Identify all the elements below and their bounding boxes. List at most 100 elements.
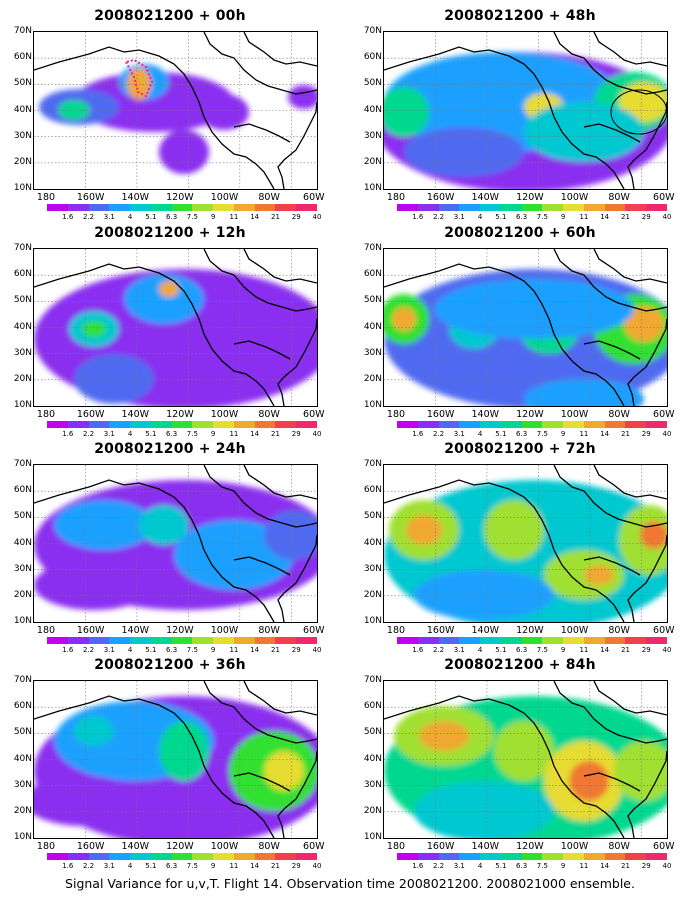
y-axis-label: 70N [363,675,382,685]
colorbar-swatch [150,204,172,211]
y-axis-label: 40N [363,537,382,548]
variance-field [384,681,667,838]
y-axis-label: 20N [363,805,382,816]
variance-contour [159,130,209,174]
variance-field [34,465,317,622]
colorbar-swatch [88,204,110,211]
y-axis-label: 20N [13,805,32,816]
colorbar-label: 6.3 [516,430,528,438]
colorbar-swatch [233,421,255,428]
colorbar-label: 14 [250,430,260,438]
colorbar-swatch [397,853,418,860]
x-axis-label: 140W [471,409,500,420]
colorbar-swatch [625,637,647,644]
variance-contour [288,85,317,109]
y-axis-label: 60N [13,269,32,280]
y-axis-label: 50N [13,295,32,306]
colorbar-swatch [459,421,481,428]
colorbar-label: 11 [579,646,589,654]
variance-contour [54,500,154,550]
variance-contour [384,87,429,137]
variance-contour [58,100,90,120]
x-axis-label: 100W [560,409,589,420]
map-panel: 2008021200 + 72h 70N 60N 50N 40N 30N 20N 10N 180… [350,437,690,654]
variance-contour [419,721,469,751]
x-axis-label: 120W [516,841,544,852]
map-plot [33,680,318,839]
colorbar-label: 3.1 [453,430,465,438]
colorbar-label: 1.6 [62,213,74,221]
x-axis-label: 100W [210,841,239,852]
colorbar-label: 4 [127,646,133,654]
colorbar-swatch [109,421,131,428]
variance-contour [34,776,144,826]
colorbar-swatch [130,637,151,644]
y-axis-label: 40N [13,753,32,764]
colorbar-label: 11 [579,430,589,438]
colorbar-label: 21 [270,862,280,870]
x-axis-label: 120W [166,625,194,636]
x-axis-label: 60W [303,841,325,852]
colorbar-label: 5.1 [495,646,507,654]
colorbar-label: 21 [620,646,630,654]
flight-track [124,58,154,98]
panel-title: 2008021200 + 36h [94,657,246,673]
colorbar-swatch [130,421,151,428]
colorbar-label: 5.1 [145,213,157,221]
y-axis-label: 20N [363,373,382,384]
coastline [384,465,667,622]
x-axis-label: 100W [560,625,589,636]
colorbar-label: 4 [127,213,133,221]
colorbar-label: 21 [270,213,280,221]
colorbar-label: 21 [620,862,630,870]
x-axis-label: 140W [471,625,500,636]
colorbar-label: 5.1 [495,862,507,870]
y-axis-label: 20N [363,156,382,167]
coastline [34,32,317,189]
colorbar-label: 2.2 [432,430,445,438]
colorbar-swatch [604,421,626,428]
x-axis-label: 140W [121,409,150,420]
colorbar-label: 21 [270,646,280,654]
colorbar-swatch [296,853,317,860]
colorbar [47,853,317,860]
x-axis-label: 100W [560,192,589,203]
colorbar-label: 40 [312,213,322,221]
colorbar-swatch [646,421,667,428]
colorbar-swatch [296,204,317,211]
variance-contour [34,560,154,610]
colorbar-swatch [480,421,501,428]
colorbar-label: 4 [477,862,483,870]
y-axis-label: 20N [13,589,32,600]
colorbar-swatch [521,853,543,860]
colorbar-label: 14 [600,213,610,221]
colorbar-label: 3.1 [453,646,465,654]
variance-contour [194,309,274,369]
y-axis-label: 70N [363,243,382,253]
colorbar-swatch [254,853,276,860]
colorbar-label: 9 [210,646,216,654]
x-axis-label: 180 [386,192,406,203]
colorbar-label: 40 [662,213,672,221]
colorbar-label: 6.3 [166,862,178,870]
y-axis-label: 20N [363,589,382,600]
colorbar-label: 21 [620,213,630,221]
colorbar-label: 4 [127,430,133,438]
colorbar-label: 6.3 [166,213,178,221]
map-plot [33,464,318,623]
y-axis-label: 70N [13,26,32,36]
colorbar-swatch [171,637,193,644]
variance-contour [124,274,204,324]
y-axis-label: 30N [363,130,382,141]
y-axis-label: 70N [13,675,32,685]
x-axis-label: 100W [210,409,239,420]
y-axis-label: 30N [13,563,32,574]
colorbar-label: 3.1 [103,430,115,438]
colorbar-swatch [459,637,481,644]
x-axis-label: 120W [516,409,544,420]
variance-contour [74,354,154,404]
x-axis-label: 140W [121,841,150,852]
colorbar-swatch [563,204,584,211]
x-axis-label: 60W [653,192,675,203]
colorbar-label: 21 [270,430,280,438]
